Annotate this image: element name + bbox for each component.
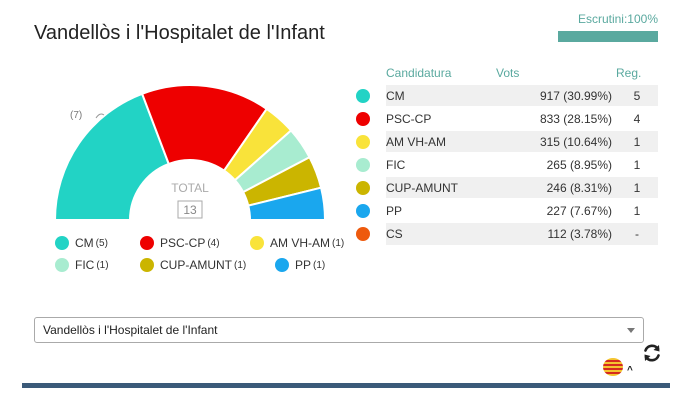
legend-item-fic[interactable]: FIC (1) (55, 258, 109, 272)
party-name: CS (386, 221, 496, 245)
header-seats: Reg. (616, 65, 642, 80)
legend-label: FIC (75, 258, 95, 272)
party-votes: 227 (7.67%) (496, 198, 616, 222)
legend-dot (55, 258, 69, 272)
party-name: AM VH-AM (386, 129, 496, 153)
total-value: 13 (183, 203, 197, 217)
legend-dot (275, 258, 289, 272)
party-color-dot (356, 180, 370, 195)
party-name: FIC (386, 152, 496, 176)
municipality-select-value: Vandellòs i l'Hospitalet de l'Infant (43, 323, 218, 337)
party-votes: 112 (3.78%) (496, 221, 616, 245)
legend-label: PP (295, 258, 312, 272)
hemicycle-sector[interactable] (53, 92, 171, 221)
hemicycle-sector[interactable] (247, 186, 327, 221)
row-color-cell (354, 175, 386, 199)
scrutini-progress-fill (558, 31, 658, 42)
party-color-dot (356, 157, 370, 172)
legend-seats: (1) (234, 259, 247, 271)
table-row: PSC-CP 833 (28.15%) 4 (354, 106, 658, 130)
legend-label: AM VH-AM (270, 236, 330, 250)
row-color-cell (354, 221, 386, 245)
hemicycle-chart: (7) TOTAL 13 (40, 70, 340, 230)
legend-label: PSC-CP (160, 236, 206, 250)
party-color-dot (356, 134, 370, 149)
legend-dot (140, 258, 154, 272)
table-row: PP 227 (7.67%) 1 (354, 198, 658, 222)
legend-seats: (1) (313, 259, 326, 271)
row-color-cell (354, 129, 386, 153)
row-color-cell (354, 106, 386, 130)
party-seats: - (616, 221, 658, 245)
party-votes: 265 (8.95%) (496, 152, 616, 176)
table-row: AM VH-AM 315 (10.64%) 1 (354, 129, 658, 153)
chevron-down-icon (627, 328, 635, 333)
party-votes: 833 (28.15%) (496, 106, 616, 130)
results-table: Candidatura Vots Reg. CM 917 (30.99%) 5 PSC… (354, 62, 658, 245)
hemicycle-note: (7) (70, 110, 82, 121)
legend-item-am-vh-am[interactable]: AM VH-AM (1) (250, 236, 344, 250)
table-row: FIC 265 (8.95%) 1 (354, 152, 658, 176)
party-color-dot (356, 227, 370, 241)
party-name: CUP-AMUNT (386, 175, 496, 199)
legend-seats: (1) (332, 237, 345, 249)
row-color-cell (354, 152, 386, 176)
hemicycle-svg: (7) TOTAL 13 (53, 84, 327, 221)
party-seats: 4 (616, 106, 658, 130)
legend-item-psc-cp[interactable]: PSC-CP (4) (140, 236, 220, 250)
results-header-row: Candidatura Vots Reg. (354, 62, 658, 84)
legend-dot (250, 236, 264, 250)
legend-seats: (5) (95, 237, 108, 249)
party-seats: 1 (616, 175, 658, 199)
page-title: Vandellòs i l'Hospitalet de l'Infant (34, 22, 325, 44)
scrutini-label: Escrutini:100% (577, 12, 658, 26)
party-seats: 5 (616, 83, 658, 107)
note-tick (95, 113, 105, 119)
header-party: Candidatura (386, 65, 452, 80)
legend-label: CUP-AMUNT (160, 258, 232, 272)
scrutini-progress-bar (558, 31, 658, 42)
table-row: CM 917 (30.99%) 5 (354, 83, 658, 107)
legend-item-cm[interactable]: CM (5) (55, 236, 108, 250)
header-spacer (354, 62, 386, 84)
party-name: CM (386, 83, 496, 107)
chevron-up-icon[interactable]: ^ (627, 365, 633, 376)
party-name: PP (386, 198, 496, 222)
party-name: PSC-CP (386, 106, 496, 130)
party-color-dot (356, 203, 370, 218)
party-color-dot (356, 88, 370, 103)
table-row: CUP-AMUNT 246 (8.31%) 1 (354, 175, 658, 199)
municipality-select[interactable]: Vandellòs i l'Hospitalet de l'Infant (34, 317, 644, 343)
party-seats: 1 (616, 129, 658, 153)
party-votes: 246 (8.31%) (496, 175, 616, 199)
refresh-icon[interactable] (641, 342, 663, 364)
hemicycle-sector[interactable] (140, 84, 269, 173)
party-color-dot (356, 111, 370, 126)
party-votes: 917 (30.99%) (496, 83, 616, 107)
legend-seats: (4) (207, 237, 220, 249)
party-votes: 315 (10.64%) (496, 129, 616, 153)
row-color-cell (354, 83, 386, 107)
legend-seats: (1) (96, 259, 109, 271)
catalan-flag-icon[interactable] (603, 358, 623, 376)
party-seats: 1 (616, 152, 658, 176)
party-seats: 1 (616, 198, 658, 222)
legend-item-pp[interactable]: PP (1) (275, 258, 325, 272)
legend-dot (55, 236, 69, 250)
header-votes: Vots (496, 65, 520, 80)
total-label: TOTAL (171, 181, 209, 195)
bottom-divider (22, 383, 670, 388)
table-row: CS 112 (3.78%) - (354, 221, 658, 245)
legend-label: CM (75, 236, 94, 250)
row-color-cell (354, 198, 386, 222)
legend-dot (140, 236, 154, 250)
legend-item-cup-amunt[interactable]: CUP-AMUNT (1) (140, 258, 246, 272)
total-box (177, 200, 203, 219)
